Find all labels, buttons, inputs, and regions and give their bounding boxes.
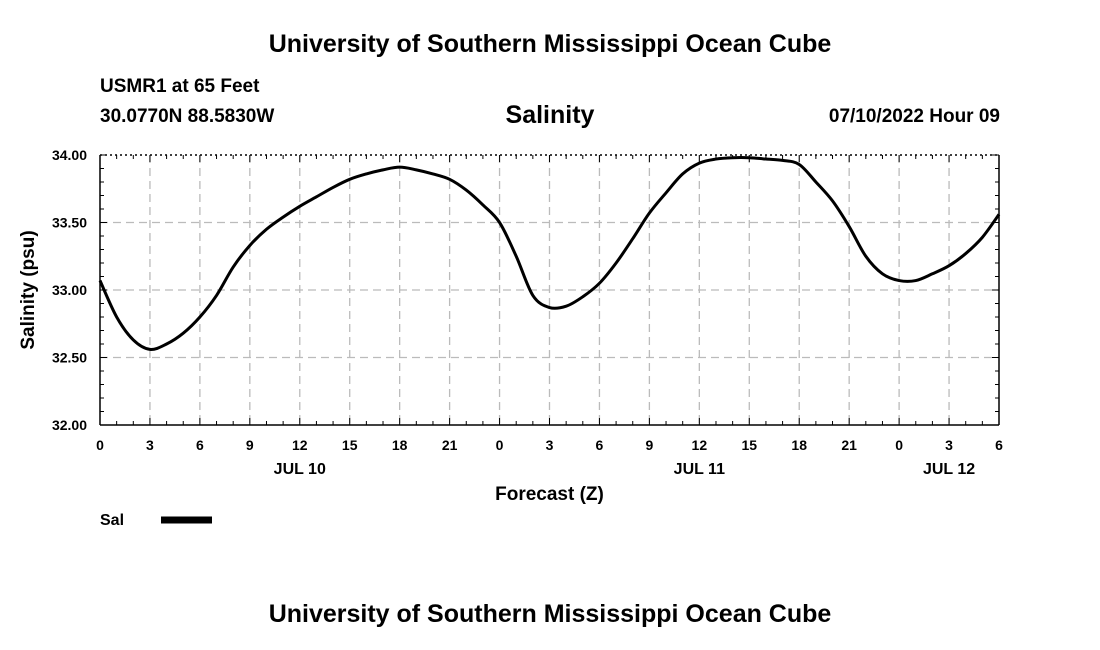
x-tick-label: 18 bbox=[392, 437, 408, 453]
x-tick-label: 3 bbox=[146, 437, 154, 453]
y-axis-title: Salinity (psu) bbox=[18, 230, 39, 349]
series-line-sal bbox=[98, 156, 1001, 351]
x-tick-label: 9 bbox=[645, 437, 653, 453]
legend-label: Sal bbox=[100, 512, 124, 529]
y-tick-label: 33.50 bbox=[52, 215, 87, 231]
page-title: University of Southern Mississippi Ocean… bbox=[268, 30, 832, 58]
x-axis-title: Forecast (Z) bbox=[495, 484, 604, 505]
x-tick-label: 21 bbox=[442, 437, 458, 453]
x-tick-label: 15 bbox=[741, 437, 757, 453]
x-tick-label: 6 bbox=[596, 437, 604, 453]
x-tick-label: 18 bbox=[791, 437, 807, 453]
x-tick-label: 9 bbox=[246, 437, 254, 453]
footer-title: University of Southern Mississippi Ocean… bbox=[268, 600, 832, 628]
forecast-datetime: 07/10/2022 Hour 09 bbox=[828, 106, 1000, 127]
x-tick-label: 3 bbox=[945, 437, 953, 453]
station-coordinates: 30.0770N 88.5830W bbox=[100, 106, 275, 127]
x-tick-label: 12 bbox=[692, 437, 708, 453]
x-tick-label: 6 bbox=[196, 437, 204, 453]
day-label: JUL 11 bbox=[674, 461, 725, 478]
x-tick-label: 3 bbox=[546, 437, 554, 453]
x-tick-label: 6 bbox=[995, 437, 1003, 453]
y-tick-label: 32.50 bbox=[52, 350, 87, 366]
day-label: JUL 12 bbox=[923, 461, 975, 478]
x-tick-label: 0 bbox=[496, 437, 504, 453]
x-tick-label: 0 bbox=[96, 437, 104, 453]
station-label: USMR1 at 65 Feet bbox=[100, 76, 260, 97]
day-label: JUL 10 bbox=[274, 461, 326, 478]
x-tick-label: 21 bbox=[841, 437, 857, 453]
y-tick-label: 33.00 bbox=[52, 282, 87, 298]
y-tick-label: 32.00 bbox=[52, 417, 87, 433]
chart-title: Salinity bbox=[505, 101, 595, 129]
y-tick-label: 34.00 bbox=[52, 147, 87, 163]
x-tick-label: 0 bbox=[895, 437, 903, 453]
x-tick-label: 12 bbox=[292, 437, 308, 453]
x-tick-label: 15 bbox=[342, 437, 358, 453]
